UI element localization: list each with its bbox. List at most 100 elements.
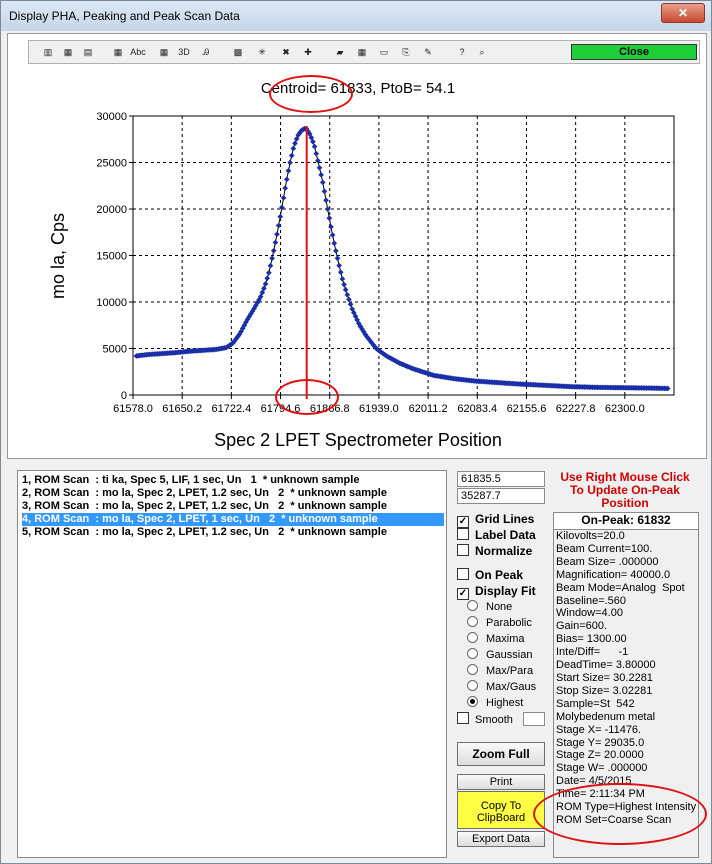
3d-rotate-icon[interactable]: 3D: [178, 47, 190, 57]
crosshair-icon[interactable]: ✚: [304, 47, 312, 57]
data-point: [275, 222, 282, 229]
smooth-field[interactable]: [523, 712, 545, 726]
data-point: [324, 206, 331, 213]
info-line: ROM Set=Coarse Scan: [556, 813, 672, 826]
scan-list[interactable]: 1, ROM Scan : ti ka, Spec 5, LIF, 1 sec,…: [17, 470, 447, 858]
fit-radio-parabolic[interactable]: Parabolic: [467, 616, 532, 630]
data-point: [274, 231, 280, 238]
cursor-x-value: 61835.5: [457, 471, 545, 487]
data-point: [292, 140, 298, 147]
info-line: Gain=600.: [556, 620, 608, 633]
info-line: DeadTime= 3.80000: [556, 659, 656, 672]
data-point: [321, 188, 328, 195]
data-point: [259, 289, 266, 296]
export-data-button[interactable]: Export Data: [457, 831, 545, 847]
data-point: [344, 291, 351, 298]
stacked-bar-icon[interactable]: ▤: [83, 47, 93, 57]
font-icon[interactable]: Ꭿ: [202, 47, 210, 57]
data-point: [280, 195, 287, 201]
title-bar: Display PHA, Peaking and Peak Scan Data …: [1, 1, 711, 31]
pencil-icon[interactable]: ✎: [424, 47, 432, 57]
scan-list-item[interactable]: 2, ROM Scan : mo la, Spec 2, LPET, 1.2 s…: [22, 487, 387, 499]
data-point: [319, 179, 326, 186]
data-point: [266, 269, 272, 276]
y-tick-label: 20000: [96, 204, 127, 216]
chart-toolbar: Close ▥ ▦ ▤ ▦ Abc ▦ 3D Ꭿ ▩ ✳ ✖ ✚ ▰ ▦ ▭ ⎘ ✎? ⌕: [28, 40, 700, 64]
on-peak-label: On Peak: [475, 568, 524, 582]
data-point: [311, 143, 318, 150]
display-fit-checkbox[interactable]: ✓ Display Fit: [457, 584, 536, 600]
fit-radio-label: Parabolic: [486, 617, 532, 629]
data-point: [336, 262, 342, 269]
info-line: Beam Current=100.: [556, 542, 653, 555]
label-data-checkbox[interactable]: Label Data: [457, 528, 536, 542]
fit-radio-maxima[interactable]: Maxima: [467, 632, 525, 646]
scan-list-item[interactable]: 5, ROM Scan : mo la, Spec 2, LPET, 1.2 s…: [22, 526, 387, 538]
info-line: Beam Size= .000000: [556, 555, 659, 568]
cursor-y-value: 35287.7: [457, 488, 545, 504]
fit-radio-max-para[interactable]: Max/Para: [467, 664, 533, 678]
window-close-button[interactable]: ✕: [661, 3, 705, 23]
y-tick-label: 15000: [96, 251, 127, 263]
pattern-icon[interactable]: ▩: [233, 47, 243, 57]
fit-radio-highest[interactable]: Highest: [467, 696, 523, 710]
x-tick-label: 61578.0: [113, 403, 153, 415]
copy-clipboard-button[interactable]: Copy To ClipBoard: [457, 791, 545, 829]
normalize-checkbox[interactable]: Normalize: [457, 544, 532, 558]
data-point: [269, 255, 275, 262]
x-tick-label: 61939.0: [359, 403, 399, 415]
abc-icon[interactable]: Abc: [130, 47, 146, 57]
fit-radio-max-gaus[interactable]: Max/Gaus: [467, 680, 536, 694]
data-point: [308, 134, 315, 141]
data-point: [339, 276, 346, 282]
data-point: [279, 204, 285, 211]
peak-scan-chart[interactable]: 61578.0 61650.2 61722.4 61794.6 61866.8 61939…: [8, 34, 708, 424]
on-peak-checkbox[interactable]: On Peak: [457, 568, 523, 582]
print-button[interactable]: Print: [457, 774, 545, 790]
scan-list-item[interactable]: 4, ROM Scan : mo la, Spec 2, LPET, 1 sec…: [22, 513, 444, 526]
info-line: Date= 4/5/2015: [556, 775, 632, 788]
grid-icon[interactable]: ▦: [159, 47, 169, 57]
3d-bar-icon[interactable]: ▦: [63, 47, 73, 57]
fit-radio-gaussian[interactable]: Gaussian: [467, 648, 532, 662]
data-point: [285, 167, 292, 174]
data-point: [283, 176, 290, 183]
info-line: Inte/Diff= -1: [556, 646, 629, 659]
info-line: Stage Y= 29035.0: [556, 736, 645, 749]
x-tick-label: 61866.8: [310, 403, 350, 415]
info-line: Bias= 1300.00: [556, 633, 627, 646]
data-point: [326, 215, 333, 221]
data-point: [290, 145, 297, 152]
fit-radio-label: Maxima: [486, 633, 525, 645]
x-tick-label: 62300.0: [605, 403, 645, 415]
fit-radio-none[interactable]: None: [467, 600, 512, 614]
zoom-icon[interactable]: ⌕: [479, 47, 485, 57]
help-icon[interactable]: ?: [459, 47, 465, 57]
data-point: [313, 150, 320, 157]
marker-icon[interactable]: ✖: [282, 47, 290, 57]
label-icon[interactable]: ▭: [379, 47, 389, 57]
data-point: [334, 255, 341, 262]
data-point: [331, 240, 338, 247]
bar-chart-icon[interactable]: ▥: [43, 47, 53, 57]
scatter-icon[interactable]: ✳: [258, 47, 266, 57]
data-point: [277, 213, 284, 220]
smooth-checkbox[interactable]: Smooth: [457, 712, 513, 726]
y-tick-label: 25000: [96, 158, 127, 170]
data-point: [346, 296, 352, 303]
scan-list-item[interactable]: 1, ROM Scan : ti ka, Spec 5, LIF, 1 sec,…: [22, 474, 360, 486]
close-button[interactable]: Close: [571, 44, 697, 60]
scan-list-item[interactable]: 3, ROM Scan : mo la, Spec 2, LPET, 1.2 s…: [22, 500, 387, 512]
fill-icon[interactable]: ▰: [336, 47, 344, 57]
data-point: [341, 281, 347, 288]
grid-lines-label: Grid Lines: [475, 512, 535, 526]
dots-icon[interactable]: ▦: [357, 47, 367, 57]
zoom-full-button[interactable]: Zoom Full: [457, 742, 545, 766]
data-point: [287, 159, 293, 166]
x-tick-label: 62155.6: [507, 403, 547, 415]
export-icon[interactable]: ⎘: [402, 47, 410, 57]
grid-lines-checkbox[interactable]: ✓ Grid Lines: [457, 512, 535, 528]
table-icon[interactable]: ▦: [113, 47, 123, 57]
fit-radio-label: None: [486, 601, 513, 613]
